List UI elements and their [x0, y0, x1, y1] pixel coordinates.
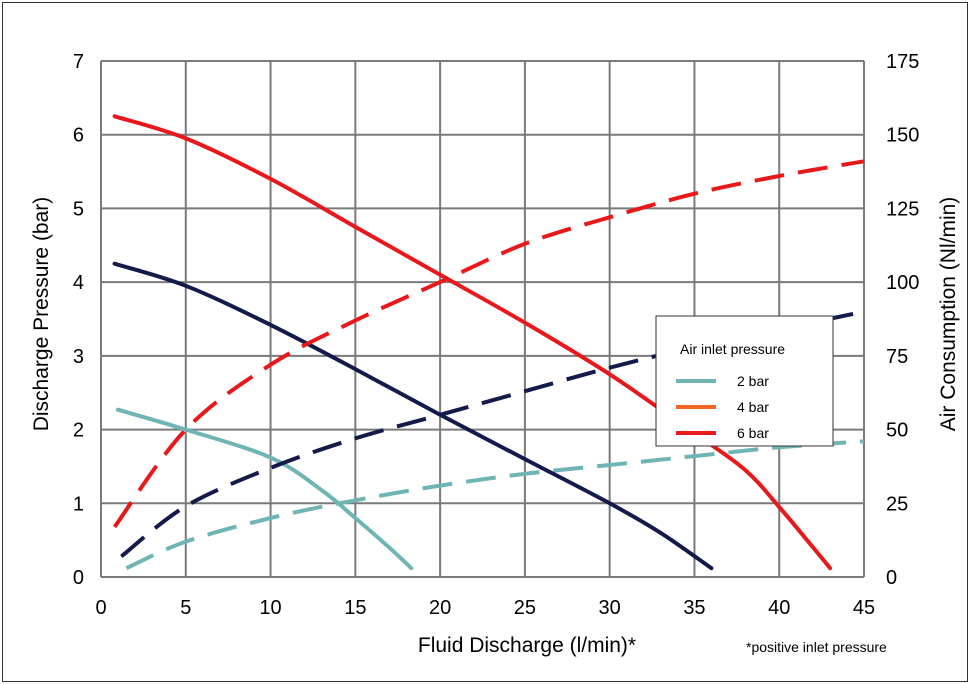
x-tick-label-3: 15	[344, 597, 366, 619]
legend-title: Air inlet pressure	[680, 341, 785, 357]
x-tick-label-8: 40	[768, 597, 790, 619]
y2-tick-label-6: 150	[886, 125, 919, 147]
y-tick-label-1: 1	[73, 493, 84, 515]
y-tick-label-7: 7	[73, 51, 84, 73]
y2-tick-label-4: 100	[886, 272, 919, 294]
x-tick-label-2: 10	[259, 597, 281, 619]
y2-tick-label-2: 50	[886, 420, 908, 442]
x-tick-label-4: 20	[429, 597, 451, 619]
x-tick-label-7: 35	[683, 597, 705, 619]
legend: Air inlet pressure 2 bar 4 bar 6 bar	[655, 315, 834, 447]
x-tick-label-9: 45	[853, 597, 875, 619]
y2-tick-labels: 0 25 50 75 100 125 150 175	[886, 51, 919, 589]
y-tick-label-0: 0	[73, 567, 84, 589]
legend-label-4-bar: 4 bar	[737, 399, 769, 415]
y-tick-label-2: 2	[73, 420, 84, 442]
y2-tick-label-7: 175	[886, 51, 919, 73]
y2-tick-label-1: 25	[886, 493, 908, 515]
x-tick-label-0: 0	[95, 597, 106, 619]
y-tick-label-5: 5	[73, 198, 84, 220]
series-2-bar-discharge-pressure	[116, 407, 414, 571]
legend-label-2-bar: 2 bar	[737, 373, 769, 389]
y2-tick-label-5: 125	[886, 198, 919, 220]
y-tick-labels: 0 1 2 3 4 5 6 7	[73, 51, 84, 589]
legend-item-4-bar: 4 bar	[676, 399, 769, 415]
y2-axis-title: Air Consumption (Nl/min)	[937, 197, 960, 432]
series-6-bar-discharge-pressure	[112, 114, 833, 571]
y-axis-title: Discharge Pressure (bar)	[30, 197, 53, 432]
x-axis-title: Fluid Discharge (l/min)*	[418, 634, 636, 657]
x-tick-label-1: 5	[180, 597, 191, 619]
x-tick-label-5: 25	[514, 597, 536, 619]
series-navy-discharge-pressure	[112, 261, 714, 571]
y-tick-label-3: 3	[73, 346, 84, 368]
y2-tick-label-3: 75	[886, 346, 908, 368]
x-tick-labels: 0 5 10 15 20 25 30 35 40 45	[95, 597, 875, 619]
series-2-bar-air-consumption	[125, 439, 865, 571]
legend-item-6-bar: 6 bar	[676, 425, 769, 441]
x-tick-label-6: 30	[599, 597, 621, 619]
y-tick-label-6: 6	[73, 125, 84, 147]
y-tick-label-4: 4	[73, 272, 84, 294]
y2-tick-label-0: 0	[886, 567, 897, 589]
legend-label-6-bar: 6 bar	[737, 425, 769, 441]
grid	[100, 60, 865, 578]
series-6-bar-air-consumption	[112, 159, 865, 529]
footnote: *positive inlet pressure	[746, 639, 887, 655]
series-lines	[112, 114, 865, 571]
legend-item-2-bar: 2 bar	[676, 373, 769, 389]
series-navy-air-consumption	[120, 309, 865, 558]
